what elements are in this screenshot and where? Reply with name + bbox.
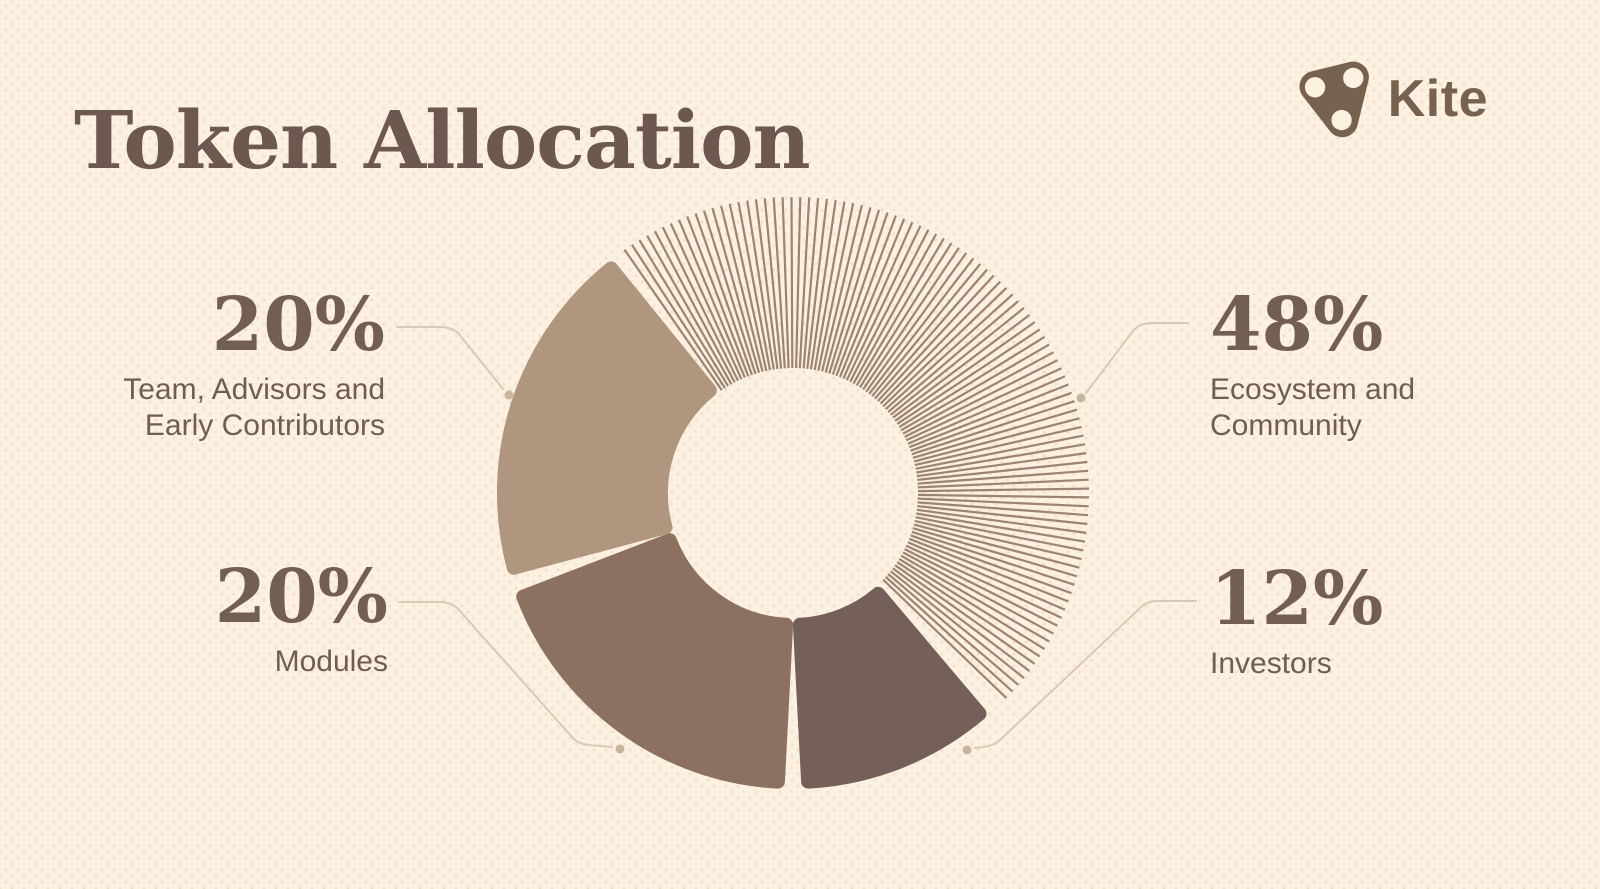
leader-modules-dot bbox=[615, 744, 625, 754]
slice-team-advisors-and-early-contributors bbox=[497, 261, 717, 575]
callout-team-pct: 20% bbox=[211, 282, 385, 368]
callout-investors: 12% Investors bbox=[1210, 562, 1383, 682]
callout-team: 20% Team, Advisors and Early Contributor… bbox=[123, 288, 385, 444]
callout-investors-pct: 12% bbox=[1210, 556, 1384, 642]
callout-team-label: Team, Advisors and Early Contributors bbox=[123, 373, 385, 442]
slice-investors bbox=[792, 586, 987, 789]
kite-logo-icon bbox=[1299, 61, 1369, 138]
callout-ecosystem-label: Ecosystem and Community bbox=[1210, 373, 1416, 442]
leader-investors-line bbox=[974, 600, 1197, 749]
leader-modules-line bbox=[398, 601, 613, 748]
callout-modules-pct: 20% bbox=[214, 554, 388, 640]
brand-logo: Kite bbox=[1294, 60, 1488, 138]
callout-ecosystem: 48% Ecosystem and Community bbox=[1210, 288, 1415, 444]
slice-modules bbox=[516, 533, 794, 789]
leader-ecosystem-line bbox=[1085, 322, 1189, 394]
leader-ecosystem-dot bbox=[1076, 393, 1086, 403]
leader-team-dot bbox=[504, 390, 514, 400]
page-title: Token Allocation bbox=[74, 92, 811, 187]
brand-name: Kite bbox=[1387, 70, 1488, 128]
callout-modules: 20% Modules bbox=[215, 560, 388, 680]
leader-investors-dot bbox=[962, 745, 972, 755]
slice-ecosystem-and-community bbox=[623, 196, 1090, 699]
leader-team-line bbox=[396, 326, 504, 390]
callout-investors-label: Investors bbox=[1210, 647, 1332, 680]
callout-modules-label: Modules bbox=[274, 645, 388, 678]
callout-ecosystem-pct: 48% bbox=[1210, 282, 1384, 368]
